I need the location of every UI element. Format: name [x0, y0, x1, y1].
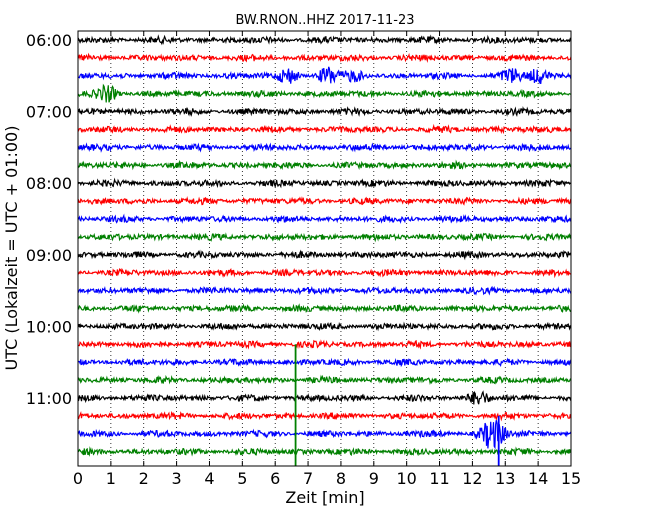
trace-0930 — [77, 285, 572, 296]
x-tick-label: 4 — [204, 469, 214, 488]
spikes — [294, 344, 500, 466]
grid — [110, 31, 539, 466]
y-tick-label: 11:00 — [26, 389, 72, 408]
x-tick-label: 11 — [429, 469, 449, 488]
y-axis: 06:00 07:00 08:00 09:00 10:00 11:00 — [26, 31, 571, 408]
trace-0700 — [77, 105, 572, 117]
y-tick-label: 06:00 — [26, 31, 72, 50]
trace-0600 — [77, 34, 572, 46]
x-tick-label: 10 — [396, 469, 416, 488]
trace-1100 — [77, 390, 572, 405]
trace-1115 — [77, 410, 572, 422]
traces — [77, 34, 572, 457]
trace-0730 — [77, 142, 572, 153]
trace-1045 — [77, 374, 572, 385]
x-tick-label: 6 — [270, 469, 280, 488]
trace-0715 — [77, 123, 572, 135]
x-tick-label: 1 — [106, 469, 116, 488]
x-axis: 0 1 2 3 4 5 6 7 8 9 10 11 12 13 14 15 — [73, 31, 581, 488]
trace-0630 — [77, 66, 572, 85]
x-tick-label: 5 — [237, 469, 247, 488]
trace-0845 — [77, 232, 572, 243]
trace-1030 — [77, 357, 572, 368]
trace-0830 — [77, 213, 572, 224]
x-tick-label: 15 — [561, 469, 581, 488]
trace-0645 — [77, 83, 572, 103]
trace-0900 — [77, 249, 572, 261]
plot-frame — [77, 30, 572, 467]
trace-0615 — [77, 52, 572, 63]
trace-0945 — [78, 303, 572, 314]
y-tick-label: 08:00 — [26, 174, 72, 193]
trace-1015 — [77, 339, 572, 350]
x-axis-label: Zeit [min] — [285, 488, 364, 507]
y-tick-label: 09:00 — [26, 246, 72, 265]
y-tick-label: 07:00 — [26, 103, 72, 122]
x-tick-label: 3 — [172, 469, 182, 488]
x-tick-label: 8 — [336, 469, 346, 488]
trace-0745 — [77, 159, 572, 171]
x-tick-label: 7 — [303, 469, 313, 488]
x-tick-label: 13 — [495, 469, 515, 488]
y-tick-label: 10:00 — [26, 317, 72, 336]
y-axis-label: UTC (Lokalzeit = UTC + 01:00) — [2, 126, 21, 371]
trace-0800 — [77, 177, 572, 189]
x-tick-label: 12 — [462, 469, 482, 488]
trace-0915 — [77, 267, 572, 279]
trace-1000 — [77, 321, 572, 332]
x-tick-label: 0 — [73, 469, 83, 488]
chart-title: BW.RNON..HHZ 2017-11-23 — [235, 13, 414, 28]
x-tick-label: 2 — [139, 469, 149, 488]
trace-0815 — [77, 196, 572, 206]
x-tick-label: 9 — [369, 469, 379, 488]
trace-1130 — [77, 420, 572, 450]
x-tick-label: 14 — [528, 469, 548, 488]
trace-1145 — [77, 446, 572, 457]
